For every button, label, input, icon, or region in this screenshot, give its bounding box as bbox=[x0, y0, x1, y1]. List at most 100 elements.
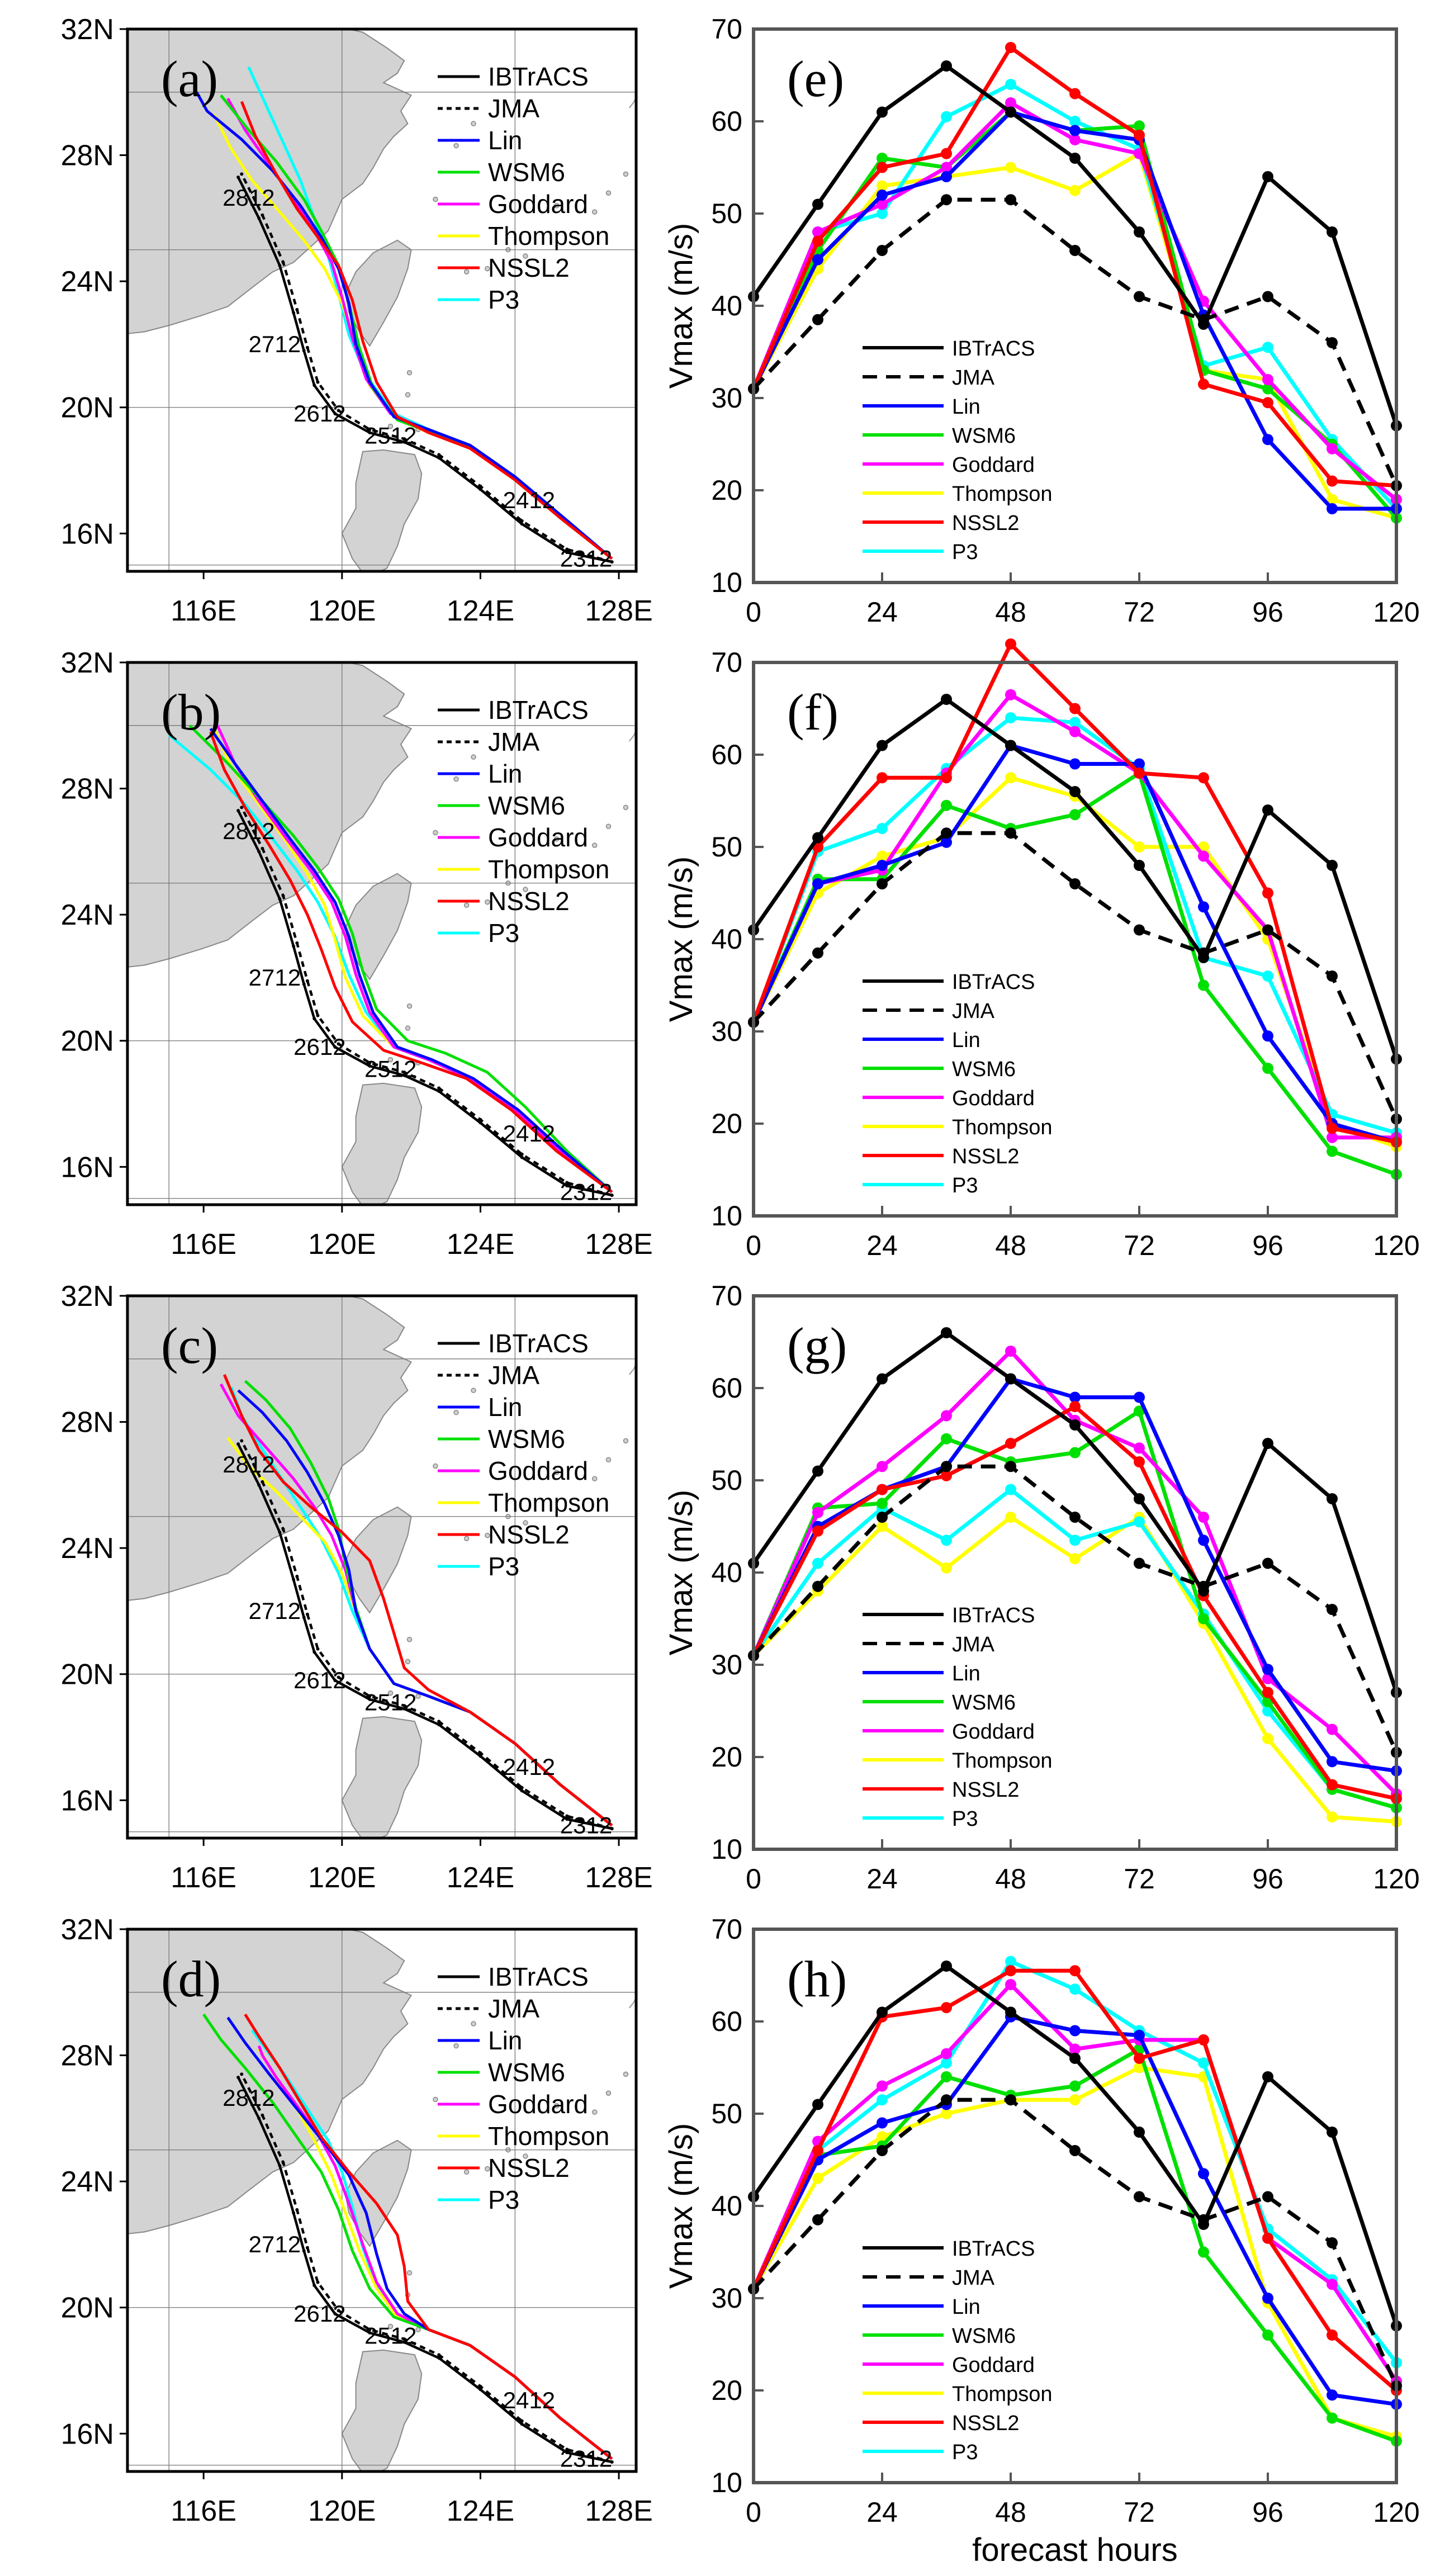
data-point-thompson bbox=[941, 1562, 952, 1574]
lat-tick-label: 32N bbox=[61, 13, 114, 46]
panel-label: (c) bbox=[161, 1317, 218, 1374]
data-point-lin bbox=[877, 860, 888, 871]
x-tick-label: 0 bbox=[746, 1230, 761, 1261]
island-9 bbox=[553, 1470, 560, 1475]
legend-label-jma: JMA bbox=[488, 1361, 539, 1390]
data-point-ibtracs bbox=[1262, 1438, 1273, 1449]
data-point-ibtracs bbox=[1198, 1585, 1209, 1597]
legend-label-lin: Lin bbox=[488, 126, 522, 155]
track-point-ibtracs bbox=[368, 1064, 372, 1068]
data-point-p3 bbox=[1262, 342, 1273, 353]
x-tick-label: 0 bbox=[746, 596, 761, 628]
date-label-2812: 2812 bbox=[222, 818, 274, 844]
island-5 bbox=[453, 2043, 459, 2049]
island-0 bbox=[405, 1659, 411, 1664]
y-tick-label: 10 bbox=[711, 2467, 742, 2498]
data-point-goddard bbox=[1069, 2043, 1081, 2055]
track-point-jma bbox=[479, 484, 482, 488]
legend-label-nssl2: NSSL2 bbox=[488, 2153, 570, 2182]
lon-tick-label: 124E bbox=[447, 1862, 514, 1894]
data-point-ibtracs bbox=[941, 1961, 952, 1972]
track-point-ibtracs bbox=[333, 1045, 337, 1049]
data-point-p3 bbox=[1198, 2057, 1209, 2069]
map-land-layer bbox=[127, 1929, 636, 2471]
legend-label-thompson: Thompson bbox=[488, 221, 609, 250]
data-point-ibtracs bbox=[812, 2099, 823, 2110]
track-point-ibtracs bbox=[236, 1442, 240, 1446]
date-label-2812: 2812 bbox=[222, 2085, 274, 2111]
data-point-jma bbox=[1069, 245, 1081, 256]
legend-label-wsm6: WSM6 bbox=[952, 424, 1016, 448]
legend-label-jma: JMA bbox=[952, 2266, 995, 2290]
island-14 bbox=[523, 253, 528, 259]
data-point-goddard bbox=[1005, 689, 1016, 700]
panel-label: (e) bbox=[787, 50, 844, 107]
data-point-jma bbox=[877, 878, 888, 889]
y-axis-label: Vmax (m/s) bbox=[663, 856, 699, 1022]
data-point-nssl2 bbox=[1005, 42, 1016, 53]
island-9 bbox=[553, 2103, 560, 2109]
data-point-thompson bbox=[877, 2131, 888, 2143]
map-frame bbox=[126, 27, 638, 573]
data-point-ibtracs bbox=[1134, 860, 1145, 871]
x-tick-label: 96 bbox=[1252, 1230, 1283, 1261]
lat-tick-label: 24N bbox=[61, 266, 114, 298]
data-point-p3 bbox=[1262, 970, 1273, 982]
data-point-ibtracs bbox=[877, 106, 888, 118]
date-label-2712: 2712 bbox=[249, 1598, 301, 1624]
data-point-lin bbox=[1198, 2168, 1209, 2180]
track-point-jma bbox=[368, 1061, 372, 1065]
track-point-ibtracs bbox=[257, 850, 261, 854]
data-point-jma bbox=[812, 2214, 823, 2225]
track-point-jma bbox=[565, 1814, 569, 1818]
island-11 bbox=[605, 1457, 612, 1463]
legend-label-thompson: Thompson bbox=[952, 482, 1053, 506]
data-point-p3 bbox=[941, 111, 952, 122]
legend-label-jma: JMA bbox=[952, 1000, 995, 1023]
data-point-goddard bbox=[1005, 1346, 1016, 1357]
track-point-jma bbox=[565, 1181, 569, 1185]
legend-label-wsm6: WSM6 bbox=[952, 1058, 1016, 1081]
track-point-jma bbox=[295, 1574, 299, 1578]
track-point-jma bbox=[305, 2246, 309, 2250]
track-point-ibtracs bbox=[402, 440, 406, 444]
track-layer bbox=[202, 2013, 614, 2464]
taiwan-landmass bbox=[344, 1506, 412, 1614]
track-point-ibtracs bbox=[610, 1194, 614, 1197]
data-point-wsm6 bbox=[877, 153, 888, 164]
island-10 bbox=[591, 2109, 598, 2115]
map-frame bbox=[126, 661, 638, 1206]
data-point-ibtracs bbox=[1134, 226, 1145, 238]
panel-label: (h) bbox=[787, 1950, 847, 2007]
data-point-jma bbox=[1327, 970, 1338, 982]
y-axis-label: Vmax (m/s) bbox=[663, 223, 699, 389]
legend-label-thompson: Thompson bbox=[952, 2383, 1053, 2406]
track-point-ibtracs bbox=[437, 456, 441, 460]
island-7 bbox=[463, 902, 470, 908]
y-tick-label: 30 bbox=[711, 1016, 742, 1047]
y-tick-label: 70 bbox=[711, 1914, 742, 1945]
legend-label-nssl2: NSSL2 bbox=[952, 1778, 1019, 1802]
data-point-thompson bbox=[877, 850, 888, 862]
taiwan-landmass bbox=[344, 239, 412, 347]
legend-label-p3: P3 bbox=[488, 1552, 519, 1581]
island-8 bbox=[485, 1532, 490, 1538]
data-point-p3 bbox=[877, 2094, 888, 2106]
track-point-jma bbox=[402, 437, 406, 441]
y-tick-label: 70 bbox=[711, 647, 742, 678]
track-point-ibtracs bbox=[236, 809, 240, 813]
data-point-nssl2 bbox=[1069, 1965, 1081, 1977]
island-3 bbox=[387, 423, 394, 429]
track-ibtracs bbox=[237, 1443, 613, 1830]
data-point-jma bbox=[1262, 1557, 1273, 1569]
track-point-ibtracs bbox=[312, 1017, 316, 1021]
data-point-wsm6 bbox=[1262, 383, 1273, 395]
track-point-jma bbox=[316, 1014, 320, 1017]
island-1 bbox=[406, 2270, 413, 2276]
data-point-thompson bbox=[812, 2172, 823, 2184]
island-3 bbox=[387, 2323, 394, 2329]
track-lin bbox=[195, 91, 613, 560]
data-point-jma bbox=[941, 1461, 952, 1472]
lat-tick-label: 20N bbox=[61, 392, 114, 424]
track-point-jma bbox=[295, 307, 299, 311]
